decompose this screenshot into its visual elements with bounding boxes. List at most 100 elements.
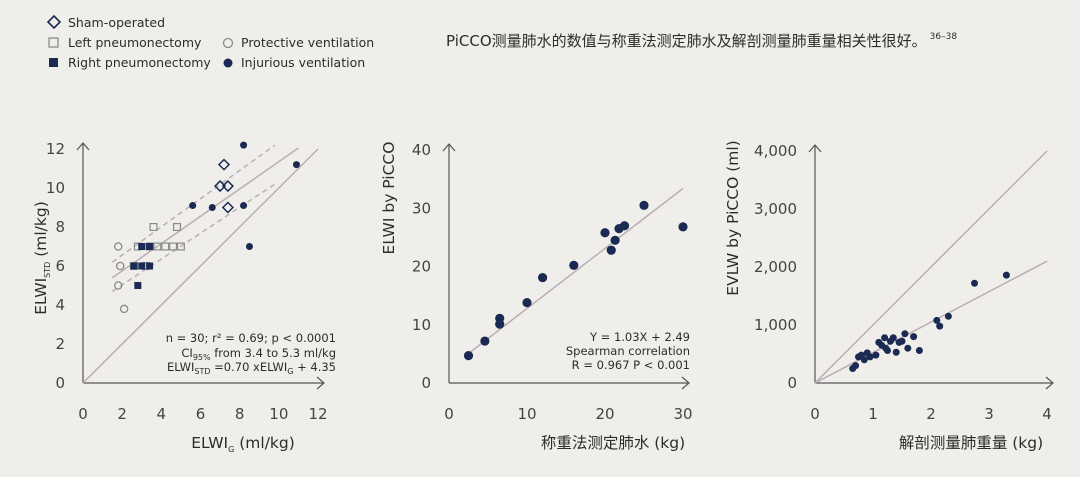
data-point xyxy=(149,223,158,232)
data-point xyxy=(161,242,170,251)
x-axis-arrow-icon xyxy=(1045,376,1054,390)
data-point xyxy=(901,330,909,338)
x-tick-label: 10 xyxy=(517,405,536,423)
regression-line xyxy=(111,147,299,279)
data-point xyxy=(892,348,900,356)
legend-item-right-pneumonectomy: Right pneumonectomy xyxy=(49,55,211,70)
y-tick-label: 20 xyxy=(412,258,431,276)
chart-3: 0 1 2 3 4 0 1,000 2,000 3,000 4,000 EVLW by PiCCO… xyxy=(724,140,1054,452)
circle-open-icon xyxy=(222,37,234,49)
x-tick-label: 0 xyxy=(444,405,454,423)
data-point xyxy=(463,351,474,361)
data-point xyxy=(852,362,860,370)
data-point xyxy=(115,261,125,271)
data-point xyxy=(889,334,897,342)
data-point xyxy=(569,260,579,270)
data-point xyxy=(153,242,162,251)
chart-2-annotation: Y = 1.03X + 2.49 Spearman correlation R … xyxy=(566,330,690,372)
legend-label: Injurious ventilation xyxy=(241,55,365,70)
data-point xyxy=(884,347,891,355)
y-title-sub: STD xyxy=(43,262,52,278)
data-point xyxy=(678,222,688,232)
data-point xyxy=(898,337,906,345)
y-tick-label: 8 xyxy=(55,218,65,236)
data-point xyxy=(881,334,889,342)
anno-line-3: ELWISTD =0.70 xELWIG + 4.35 xyxy=(167,360,336,376)
chart-2-x-axis-title: 称重法测定肺水 (kg) xyxy=(541,434,685,452)
legend-label: Protective ventilation xyxy=(241,35,374,50)
chart-3-y-axis-title: EVLW by PiCCO (ml) xyxy=(724,140,742,295)
anno-ci-rest: from 3.4 to 5.3 ml/kg xyxy=(211,346,336,360)
data-point xyxy=(130,262,138,270)
data-point xyxy=(169,242,178,251)
legend-item-protective-ventilation: Protective ventilation xyxy=(222,35,374,50)
data-point xyxy=(860,356,868,364)
diamond-open-icon xyxy=(46,14,62,30)
y-tick-label: 0 xyxy=(421,374,431,392)
x-title-unit: (ml/kg) xyxy=(234,434,294,452)
data-point xyxy=(619,221,630,231)
x-tick-label: 2 xyxy=(926,405,936,423)
x-tick-label: 20 xyxy=(595,405,614,423)
anno-ci: CI xyxy=(181,346,192,360)
circle-filled-icon xyxy=(223,58,233,68)
y-tick-label: 1,000 xyxy=(754,316,797,334)
data-point xyxy=(971,279,978,287)
x-tick-label: 6 xyxy=(196,405,206,423)
x-title-main: ELWI xyxy=(191,434,228,452)
x-tick-label: 3 xyxy=(984,405,994,423)
y-tick-label: 10 xyxy=(412,316,431,334)
legend: Sham-operated Left pneumonectomy Right p… xyxy=(46,14,374,70)
header-statement: PiCCO测量肺水的数值与称重法测定肺水及解剖测量肺重量相关性很好。 36–38 xyxy=(446,32,957,50)
y-axis-arrow-icon xyxy=(442,143,456,152)
chart-2-points xyxy=(463,200,688,361)
chart-2: 0 10 20 30 0 10 20 30 40 ELWI by PiCCO 称重法测定肺水 (… xyxy=(380,141,693,452)
data-point xyxy=(146,262,154,270)
anno-ci-sub: 95% xyxy=(193,353,211,362)
chart-2-ticks: 0 10 20 30 0 10 20 30 40 xyxy=(412,141,693,423)
data-point xyxy=(495,313,505,323)
x-axis-arrow-icon xyxy=(681,376,690,390)
data-point xyxy=(480,336,490,346)
data-point xyxy=(114,242,123,251)
anno-line-1: n = 30; r² = 0.69; p < 0.0001 xyxy=(166,331,336,345)
x-tick-label: 4 xyxy=(1042,405,1052,423)
chart-2-axes xyxy=(442,143,690,390)
anno-eq-b: =0.70 xELWI xyxy=(210,360,287,374)
y-title-unit: (ml/kg) xyxy=(32,201,50,261)
data-point xyxy=(866,353,874,361)
chart-1-y-axis-title: ELWISTD (ml/kg) xyxy=(32,201,52,315)
chart-3-lines xyxy=(814,150,1048,384)
x-tick-label: 4 xyxy=(157,405,167,423)
data-point xyxy=(214,179,227,193)
square-open-icon xyxy=(48,37,59,48)
chart-3-x-axis-title: 解剖测量肺重量 (kg) xyxy=(899,434,1043,452)
header-text: PiCCO测量肺水的数值与称重法测定肺水及解剖测量肺重量相关性很好。 xyxy=(446,32,927,50)
y-tick-label: 12 xyxy=(46,140,65,158)
data-point xyxy=(910,333,918,341)
chart-1-annotation: n = 30; r² = 0.69; p < 0.0001 CI95% from… xyxy=(166,331,336,376)
anno-line-1: Y = 1.03X + 2.49 xyxy=(589,330,690,344)
data-point xyxy=(189,202,197,210)
y-axis-arrow-icon xyxy=(808,144,822,153)
chart-1-points xyxy=(114,141,300,314)
header-refs: 36–38 xyxy=(930,32,958,42)
data-point xyxy=(240,202,248,210)
x-tick-label: 10 xyxy=(269,405,288,423)
data-point xyxy=(240,141,248,149)
data-point xyxy=(522,298,532,308)
anno-line-2: CI95% from 3.4 to 5.3 ml/kg xyxy=(181,346,336,362)
y-tick-label: 30 xyxy=(412,199,431,217)
data-point xyxy=(610,235,620,245)
chart-3-points xyxy=(849,271,1010,372)
y-axis-arrow-icon xyxy=(76,142,90,151)
x-tick-label: 0 xyxy=(78,405,88,423)
data-point xyxy=(538,272,548,283)
ci-lower-line xyxy=(111,183,276,292)
data-point xyxy=(292,161,300,169)
legend-item-left-pneumonectomy: Left pneumonectomy xyxy=(48,35,202,50)
x-tick-label: 0 xyxy=(810,405,820,423)
chart-1-ticks: 0 2 4 6 8 10 12 0 2 4 6 8 10 12 xyxy=(46,140,328,423)
y-tick-label: 6 xyxy=(55,257,65,275)
